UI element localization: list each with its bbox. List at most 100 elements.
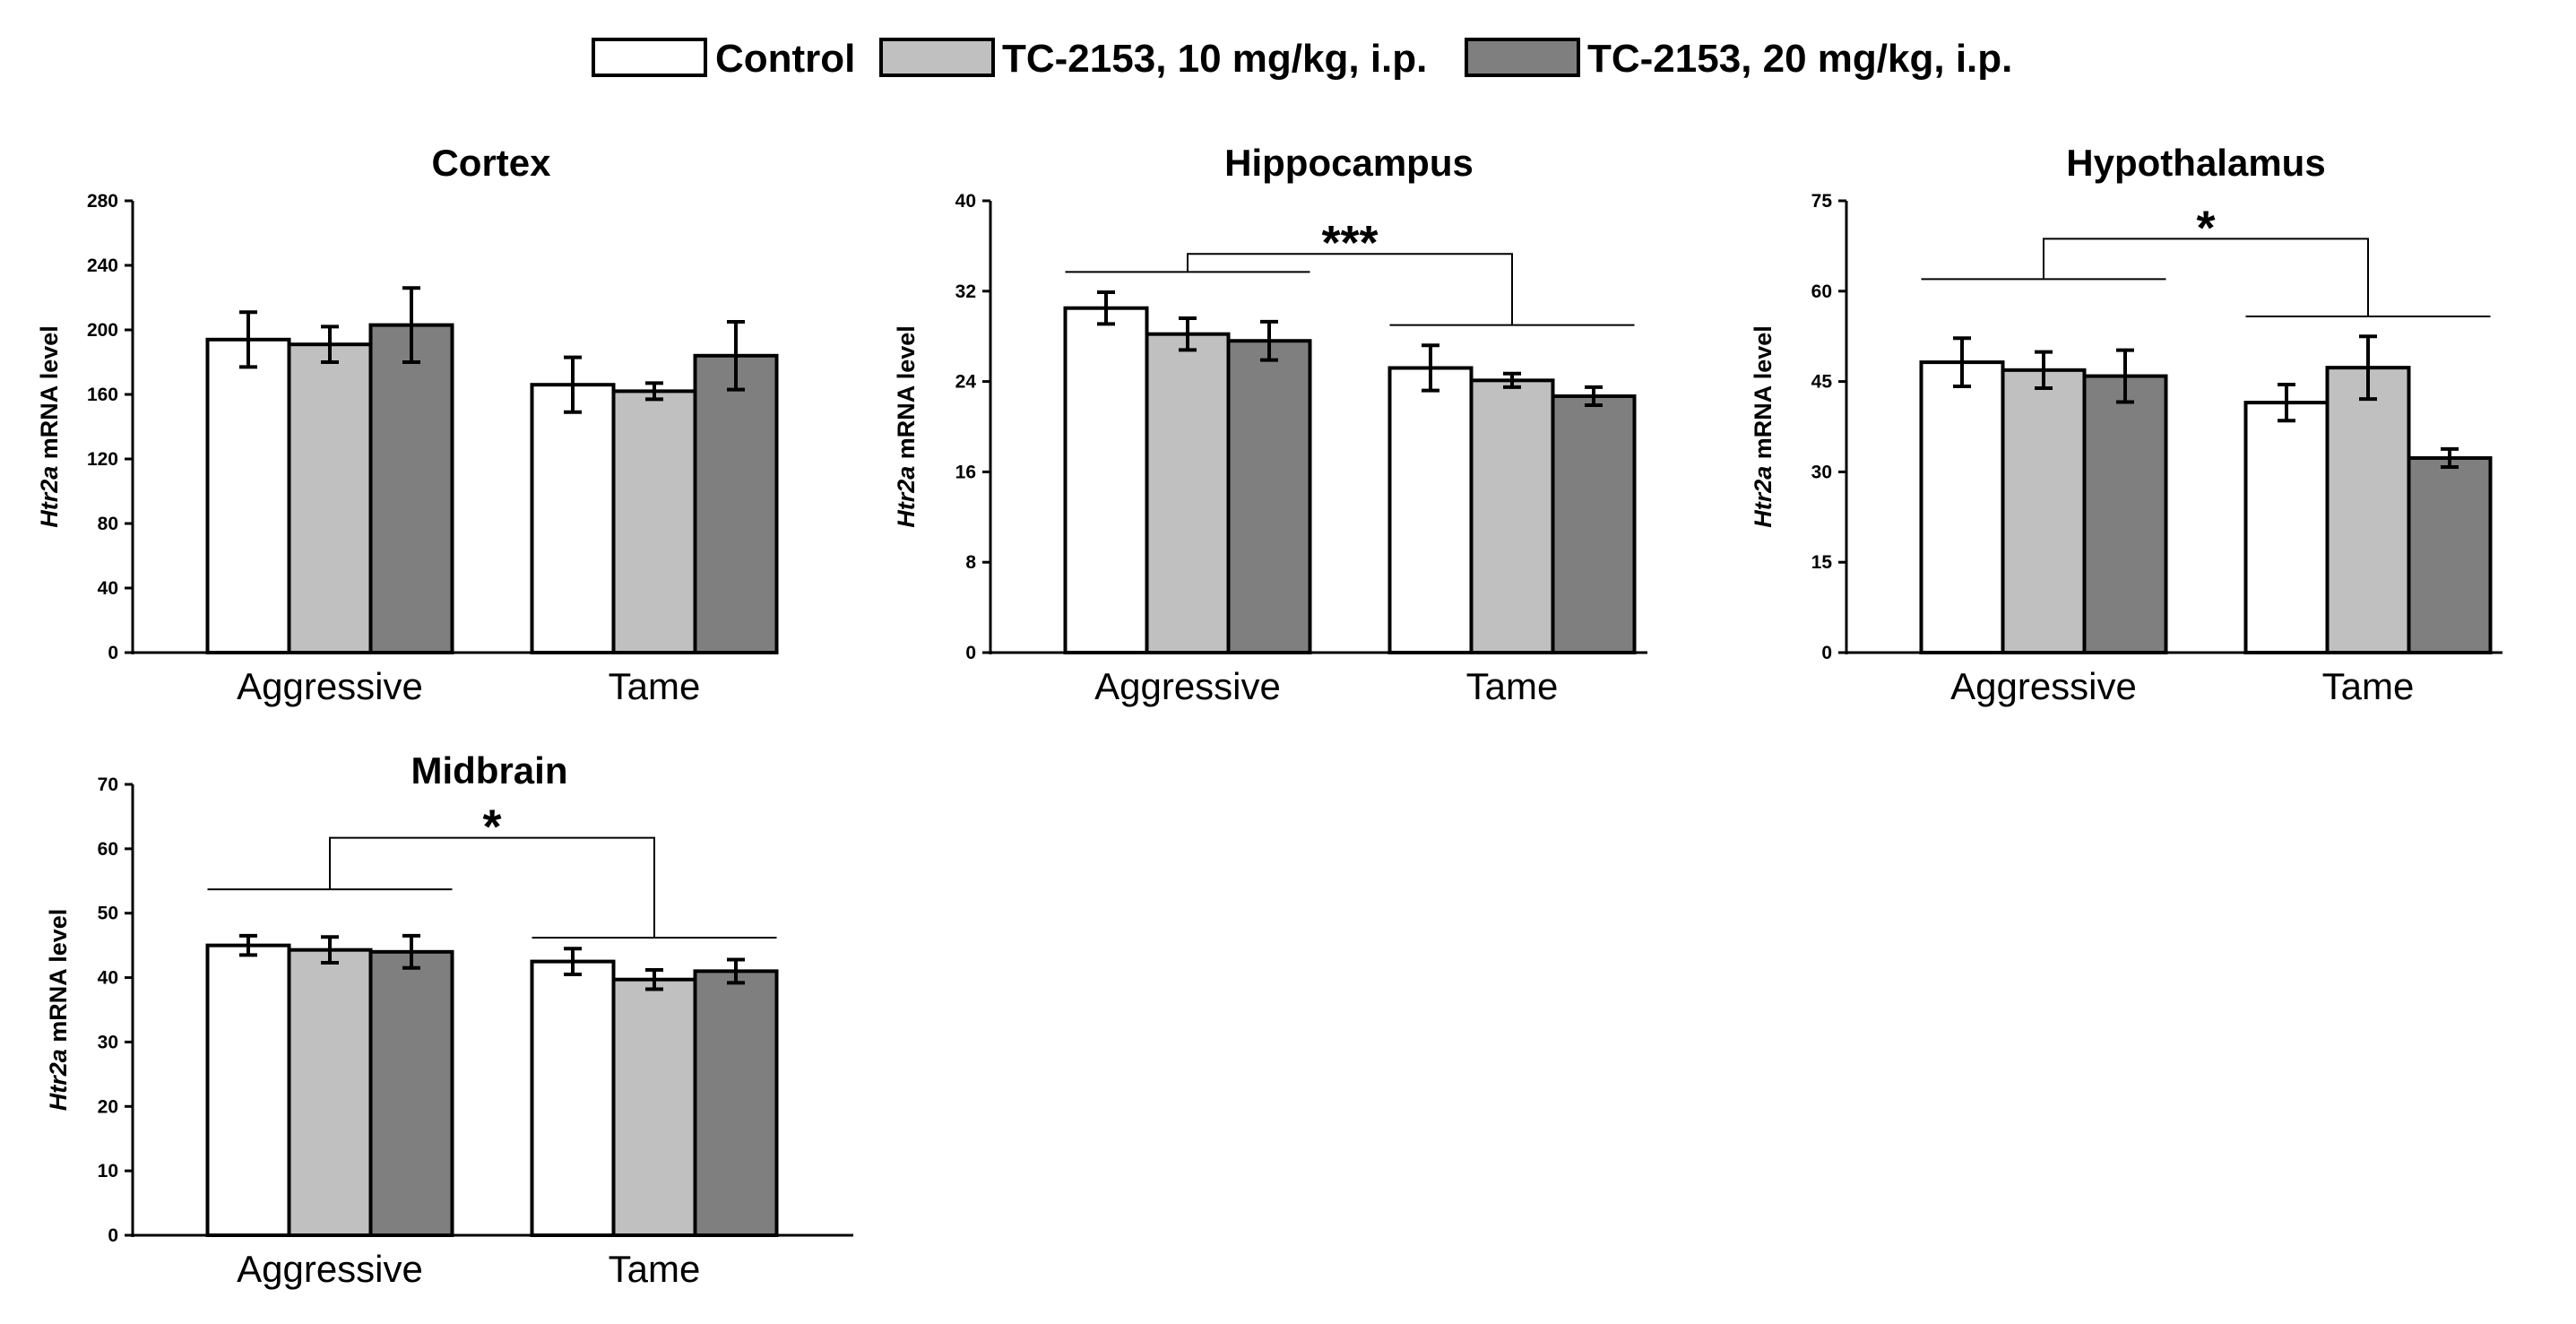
- legend-label-1: TC-2153, 10 mg/kg, i.p.: [1002, 37, 1427, 81]
- error-bar-aggressive-2: [402, 286, 420, 364]
- legend-label-0: Control: [715, 37, 855, 81]
- legend-swatch-1: [879, 38, 995, 77]
- y-axis-label-gene: Htr2a: [893, 466, 920, 528]
- error-bar-aggressive-0: [1953, 336, 1971, 388]
- y-axis-label-rest: mRNA level: [45, 909, 72, 1050]
- category-label-tame: Tame: [609, 1248, 701, 1290]
- error-bar-aggressive-2: [1260, 319, 1278, 362]
- error-bar-aggressive-1: [321, 935, 339, 965]
- bar-tame-0: [2243, 401, 2330, 654]
- bar-aggressive-0: [1919, 360, 2005, 654]
- y-tick-label: 20: [98, 1096, 118, 1117]
- y-axis-label-gene: Htr2a: [36, 466, 63, 528]
- bar-aggressive-1: [287, 948, 373, 1237]
- bar-aggressive-2: [368, 323, 454, 654]
- panel-hippocampus: Hippocampus Htr2a mRNA level Aggressive Tam…: [893, 142, 1647, 707]
- y-tick-label: 160: [87, 385, 118, 405]
- y-tick-label: 200: [87, 320, 118, 341]
- y-tick-label: 75: [1811, 191, 1833, 212]
- bar-tame-1: [1469, 378, 1555, 654]
- significance-bracket: *: [207, 800, 777, 939]
- y-tick-label: 40: [98, 968, 118, 989]
- category-label-aggressive: Aggressive: [237, 1248, 423, 1290]
- y-axis-label: Htr2a mRNA level: [1750, 325, 1776, 528]
- legend-label-2: TC-2153, 20 mg/kg, i.p.: [1587, 37, 2012, 81]
- panel-title: Hippocampus: [1224, 142, 1474, 184]
- error-bar-aggressive-1: [2035, 350, 2053, 390]
- bar-tame-0: [1387, 366, 1474, 654]
- y-axis-label-gene: Htr2a: [1750, 466, 1776, 528]
- y-axis-label: Htr2a mRNA level: [45, 909, 72, 1112]
- y-tick-label: 50: [98, 904, 118, 924]
- bar-aggressive-1: [2001, 368, 2087, 654]
- bar-tame-2: [693, 353, 779, 654]
- category-label-tame: Tame: [609, 665, 701, 707]
- y-tick-label: 120: [87, 449, 118, 470]
- y-tick-label: 24: [955, 372, 977, 393]
- panel-cortex: Cortex Htr2a mRNA level Aggressive Tame 0 40 8…: [36, 142, 779, 707]
- bar-aggressive-2: [1226, 339, 1312, 654]
- bar-tame-2: [1551, 394, 1637, 654]
- bar-tame-1: [611, 977, 697, 1238]
- category-label-tame: Tame: [2322, 665, 2415, 707]
- y-axis-label-rest: mRNA level: [1750, 325, 1776, 466]
- error-bar-tame-0: [564, 355, 582, 414]
- y-axis-label: Htr2a mRNA level: [893, 325, 920, 528]
- bar-tame-0: [530, 383, 616, 654]
- y-tick-label: 60: [1811, 281, 1832, 302]
- error-bar-tame-2: [1585, 385, 1603, 408]
- y-tick-label: 40: [98, 578, 118, 599]
- significance-label: *: [482, 800, 501, 854]
- error-bar-tame-1: [645, 381, 663, 402]
- category-label-aggressive: Aggressive: [1950, 665, 2137, 707]
- error-bar-tame-0: [1422, 343, 1439, 393]
- y-tick-label: 240: [87, 255, 118, 276]
- panel-title: Midbrain: [411, 749, 568, 792]
- bar-aggressive-1: [1145, 332, 1231, 654]
- error-bar-aggressive-2: [2116, 348, 2134, 404]
- error-bar-tame-2: [727, 957, 745, 985]
- error-bar-aggressive-1: [321, 325, 339, 364]
- bar-tame-1: [611, 389, 697, 654]
- legend-swatch-2: [1465, 38, 1580, 77]
- y-tick-label: 32: [955, 281, 976, 302]
- significance-bracket: *: [1921, 201, 2491, 318]
- y-axis-label-rest: mRNA level: [893, 325, 920, 466]
- error-bar-aggressive-0: [239, 933, 257, 957]
- y-tick-label: 60: [98, 839, 118, 860]
- error-bar-aggressive-0: [1097, 290, 1115, 326]
- error-bar-tame-0: [564, 947, 582, 976]
- error-bar-aggressive-2: [402, 933, 420, 970]
- category-label-aggressive: Aggressive: [237, 665, 423, 707]
- legend-swatch-0: [592, 38, 707, 77]
- significance-label: ***: [1321, 216, 1378, 270]
- error-bar-tame-1: [2359, 334, 2377, 402]
- y-tick-label: 30: [98, 1032, 118, 1052]
- panel-title: Hypothalamus: [2066, 142, 2325, 184]
- y-tick-label: 80: [98, 514, 118, 534]
- error-bar-tame-1: [1503, 371, 1521, 389]
- y-tick-label: 15: [1811, 552, 1833, 573]
- error-bar-tame-2: [727, 320, 745, 392]
- significance-bracket: ***: [1065, 216, 1635, 326]
- significance-label: *: [2196, 201, 2215, 255]
- y-tick-label: 45: [1811, 372, 1833, 393]
- y-tick-label: 280: [87, 191, 118, 212]
- y-axis-label-rest: mRNA level: [36, 325, 63, 466]
- y-axis-label: Htr2a mRNA level: [36, 325, 63, 528]
- bar-tame-1: [2325, 366, 2411, 654]
- bar-aggressive-2: [2082, 374, 2168, 654]
- error-bar-tame-0: [2278, 382, 2295, 423]
- y-tick-label: 70: [98, 774, 118, 795]
- y-tick-label: 16: [955, 462, 976, 482]
- y-tick-label: 10: [98, 1161, 118, 1181]
- bar-aggressive-0: [205, 337, 291, 654]
- panels: Cortex Htr2a mRNA level Aggressive Tame 0 40 8…: [36, 142, 2503, 1290]
- panel-hypothalamus: Hypothalamus Htr2a mRNA level Aggressive Ta…: [1750, 142, 2503, 707]
- y-tick-label: 0: [965, 643, 976, 663]
- legend: Control TC-2153, 10 mg/kg, i.p. TC-2153, 2…: [592, 37, 2012, 81]
- bar-aggressive-0: [205, 943, 291, 1237]
- category-label-tame: Tame: [1466, 665, 1559, 707]
- error-bar-aggressive-0: [239, 310, 257, 369]
